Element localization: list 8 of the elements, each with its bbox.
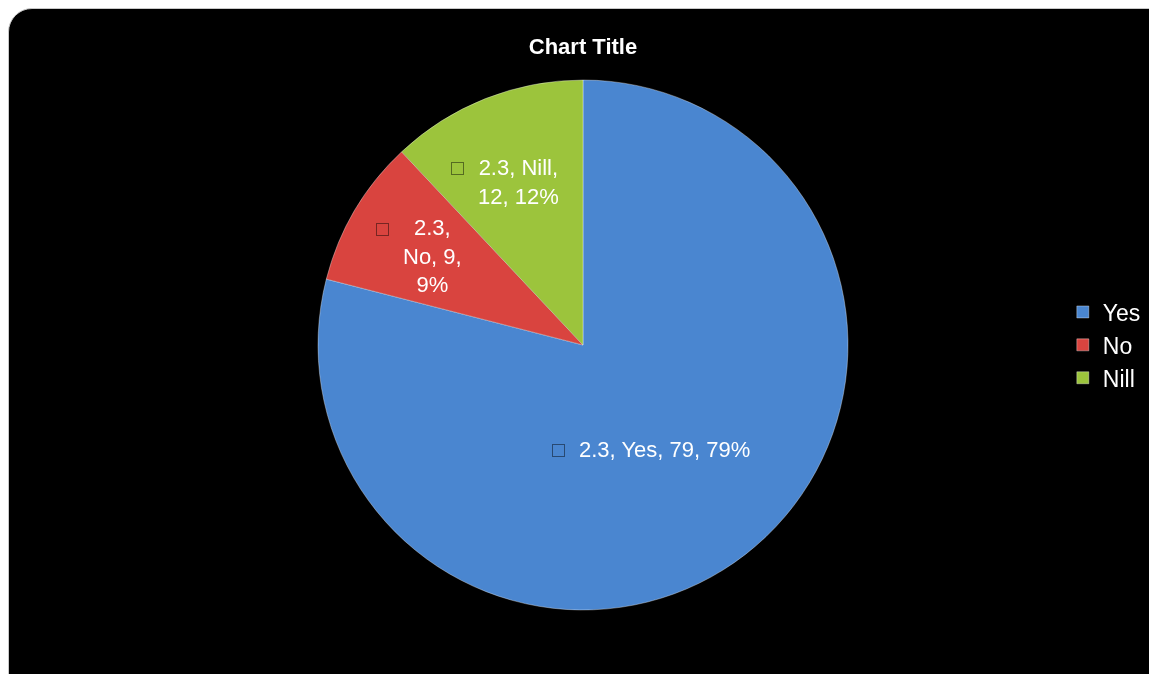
legend-label: No [1102,332,1133,359]
legend-label: Nill [1102,365,1135,392]
data-label: 2.3, Nill, 12, 12% [478,155,559,209]
data-label: 2.3, No, 9, 9% [403,215,462,298]
pie-slice [317,79,849,611]
legend-label: Yes [1102,299,1141,326]
data-label: 2.3, Yes, 79, 79% [579,437,751,462]
chart-title: Chart Title [528,33,638,59]
